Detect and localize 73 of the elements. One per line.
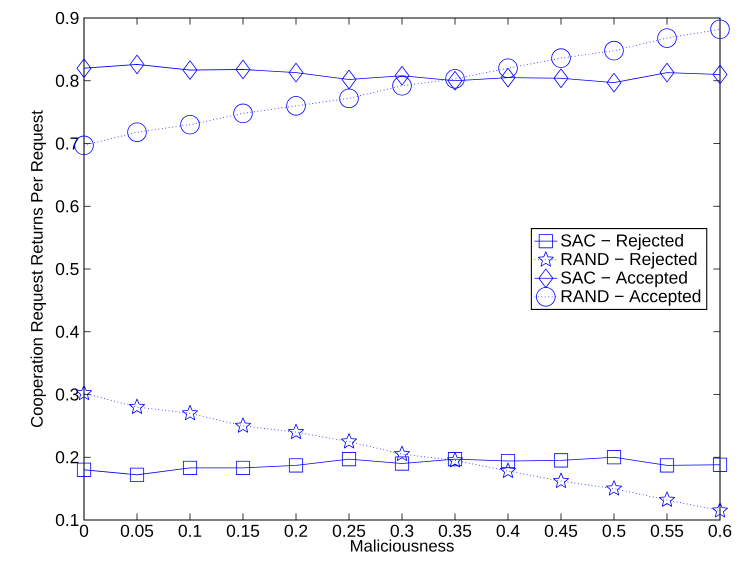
point [712,502,728,518]
point [233,104,253,124]
x-tick-label: 0.6 [708,524,732,537]
point [554,453,568,468]
legend-label: SAC − Accepted [561,270,687,288]
y-tick-label: 0.6 [56,200,79,212]
point [552,472,570,488]
point [660,458,674,472]
point [554,68,568,88]
legend-label: SAC − Rejected [561,234,683,250]
point [660,62,674,82]
point [182,404,198,420]
point [130,54,144,74]
point [340,433,358,448]
point [76,462,92,477]
point [394,66,410,86]
x-tick-label: 0 [80,524,88,537]
point [288,62,304,82]
x-tick-label: 0.4 [496,524,520,537]
y-axis-title: Cooperation Request Returns Per Request [30,110,46,428]
point [130,468,144,482]
x-tick-label: 0.35 [438,524,472,537]
legend-label: RAND − Rejected [562,252,696,269]
point [500,68,516,88]
y-tick-label: 0.5 [56,262,79,276]
point [182,60,198,80]
point [710,20,730,40]
point [129,398,146,414]
x-tick-label: 0.55 [650,524,684,537]
x-tick-label: 0.2 [284,524,308,537]
point [500,462,516,478]
point [288,458,304,472]
point [551,48,571,68]
y-tick-label: 0.2 [56,451,78,464]
y-tick-label: 0.4 [56,326,79,338]
point [606,480,622,496]
point [236,60,250,80]
point [127,122,147,142]
point [235,417,252,433]
x-tick-label: 0.15 [226,524,260,537]
point [339,88,359,108]
point [606,450,622,464]
x-tick-label: 0.1 [178,524,202,537]
x-tick-label: 0.5 [602,524,626,537]
point [657,28,677,48]
x-tick-label: 0.45 [544,524,578,537]
point [76,58,92,78]
y-tick-label: 0.1 [56,514,78,526]
point [392,76,412,96]
x-tick-label: 0.05 [120,524,154,537]
y-tick-label: 0.8 [56,74,79,87]
x-axis-title: Maliciousness [351,539,454,552]
y-tick-label: 0.9 [56,12,78,24]
point [342,70,356,90]
point [712,64,728,84]
point [498,58,518,78]
point [182,460,198,475]
point [180,114,200,134]
point [286,96,306,116]
y-tick-label: 0.3 [56,388,79,401]
point [606,72,622,92]
point [712,458,728,472]
x-tick-label: 0.25 [332,524,366,537]
point [236,460,250,475]
point [394,446,410,461]
point [658,492,676,507]
point [604,40,624,60]
legend-label: RAND − Accepted [562,290,700,306]
point [288,424,304,440]
point [500,454,516,468]
point [394,456,410,471]
point [342,452,356,466]
x-tick-label: 0.3 [390,524,414,537]
